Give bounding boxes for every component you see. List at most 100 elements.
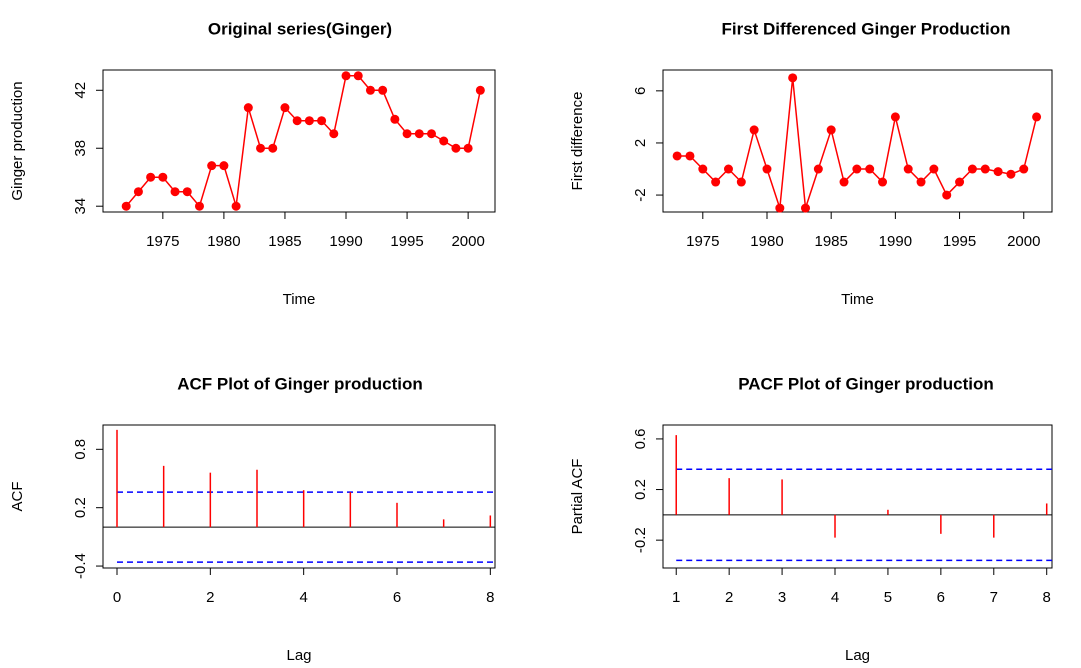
x-tick-label: 1975 [686,233,719,250]
x-tick-label: 5 [884,589,892,606]
chart-title: ACF Plot of Ginger production [177,374,423,393]
point [801,203,811,213]
y-tick-label: 0.2 [72,497,89,518]
x-tick-label: 2 [206,589,214,606]
plot-box [662,69,1053,213]
plot-box [662,424,1053,569]
x-tick-label: 1980 [750,233,783,250]
point [463,143,473,153]
point [955,177,965,187]
plot-box [102,69,496,213]
y-tick-label: -2 [632,188,649,201]
y-tick-label: 0.6 [632,428,649,449]
point [170,187,180,197]
point [182,187,192,197]
point [711,177,721,187]
point [852,164,862,174]
point [329,129,339,139]
y-tick-label: 6 [632,87,649,95]
point [890,112,900,122]
x-tick-label: 8 [1043,589,1051,606]
x-axis-label: Time [841,291,874,308]
x-tick-label: 8 [486,589,494,606]
y-axis-label: First difference [569,92,586,191]
point [475,85,485,95]
series-line [677,77,1038,209]
point [672,151,682,161]
x-tick-label: 1995 [390,233,423,250]
y-axis-label: Partial ACF [569,459,586,535]
point [749,125,759,135]
x-tick-label: 1995 [943,233,976,250]
chart-title: PACF Plot of Ginger production [738,374,994,393]
point [268,143,278,153]
point [426,129,436,139]
point [813,164,823,174]
point [762,164,772,174]
point [121,201,131,211]
plot-box [102,424,496,569]
point [317,116,327,126]
x-tick-label: 1 [672,589,680,606]
point [942,190,952,200]
series-line [125,75,482,208]
x-tick-label: 4 [831,589,839,606]
point [980,164,990,174]
point [1006,169,1016,179]
point [685,151,695,161]
x-tick-label: 0 [113,589,121,606]
x-axis-label: Time [283,291,316,308]
point [865,164,875,174]
point [775,203,785,213]
chart-title: Original series(Ginger) [208,19,392,38]
point [451,143,461,153]
point [736,177,746,187]
point [219,161,229,171]
point [878,177,888,187]
x-tick-label: 6 [937,589,945,606]
y-tick-label: -0.4 [72,553,89,579]
y-axis-label: ACF [9,482,26,512]
point [414,129,424,139]
point [390,114,400,124]
chart-title: First Differenced Ginger Production [721,19,1010,38]
point [378,85,388,95]
point [723,164,733,174]
point [280,103,290,113]
y-tick-label: 0.8 [72,439,89,460]
point [158,172,168,182]
y-tick-label: 0.2 [632,479,649,500]
point [256,143,266,153]
x-axis-label: Lag [286,647,311,664]
y-tick-label: 38 [72,140,89,157]
x-tick-label: 6 [393,589,401,606]
point [365,85,375,95]
point [993,167,1003,177]
point [698,164,708,174]
point [243,103,253,113]
point [967,164,977,174]
x-tick-label: 2000 [1007,233,1040,250]
x-tick-label: 1985 [268,233,301,250]
point [194,201,204,211]
point [207,161,217,171]
x-tick-label: 1985 [814,233,847,250]
point [133,187,143,197]
y-axis-label: Ginger production [9,81,26,200]
y-tick-label: -0.2 [632,527,649,553]
point [439,136,449,146]
x-tick-label: 4 [299,589,307,606]
point [292,116,302,126]
point [341,71,351,81]
x-tick-label: 7 [990,589,998,606]
x-tick-label: 1980 [207,233,240,250]
point [903,164,913,174]
x-tick-label: 1975 [146,233,179,250]
point [826,125,836,135]
y-tick-label: 42 [72,82,89,99]
point [231,201,241,211]
y-tick-label: 34 [72,198,89,215]
x-axis-label: Lag [845,647,870,664]
